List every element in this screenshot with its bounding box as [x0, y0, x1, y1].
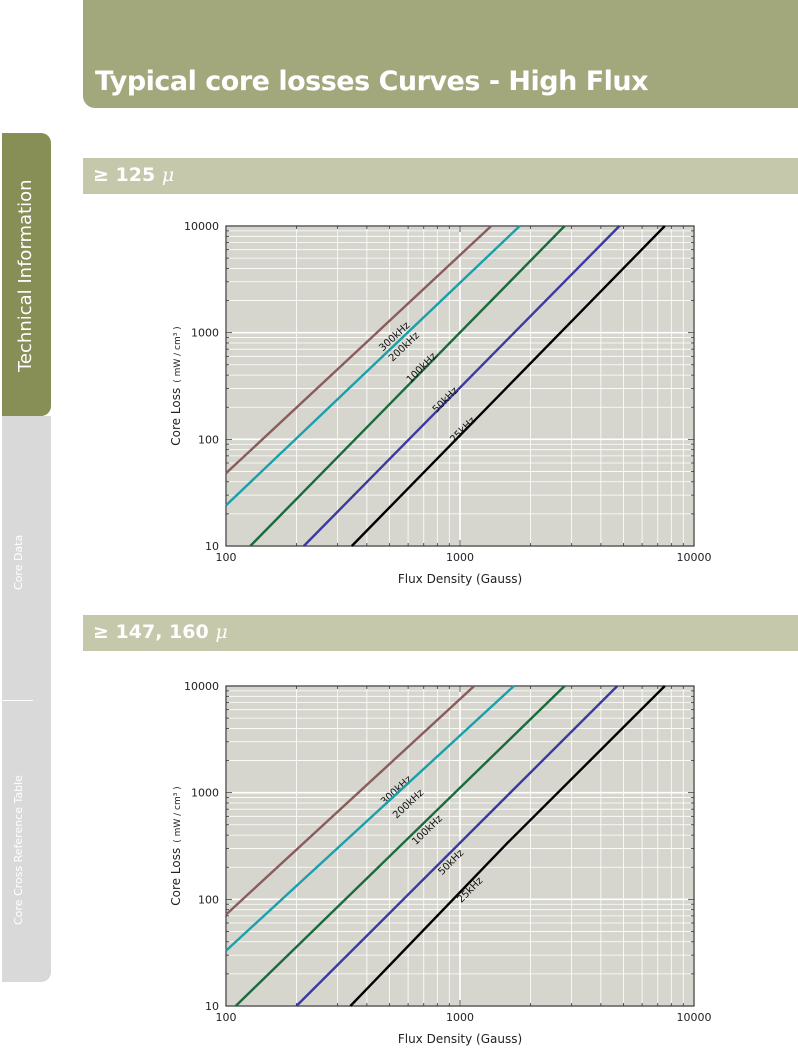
series-line-25kHz — [349, 685, 666, 1007]
page-header: Typical core losses Curves - High Flux — [83, 0, 798, 108]
sidebar-tab-core-cross-reference[interactable]: Core Cross Reference Table — [12, 775, 25, 925]
y-tick-label: 10 — [205, 1000, 219, 1013]
y-axis-label-unit: ( mW / cm³ ) — [173, 786, 183, 843]
x-tick-label: 10000 — [677, 1011, 712, 1024]
y-tick-label: 10000 — [184, 220, 219, 233]
page-title: Typical core losses Curves - High Flux — [95, 66, 649, 97]
section-value: 147, 160 — [115, 621, 209, 643]
greater-equal-icon: ≥ — [93, 621, 109, 643]
x-axis-label: Flux Density (Gauss) — [398, 1032, 522, 1046]
x-tick-label: 100 — [216, 551, 237, 564]
sidebar-tab-group — [2, 416, 51, 982]
grid — [225, 685, 695, 1007]
sidebar-tab-core-data[interactable]: Core Data — [12, 534, 25, 590]
x-tick-label: 100 — [216, 1011, 237, 1024]
section-label: ≥ 147, 160 μ — [93, 621, 228, 643]
x-axis-label: Flux Density (Gauss) — [398, 572, 522, 586]
y-axis-label-main: Core Loss — [169, 388, 183, 446]
y-tick-label: 10000 — [184, 680, 219, 693]
series-line-50kHz — [302, 225, 621, 547]
series-line-25kHz — [350, 225, 666, 547]
plot-frame — [225, 685, 695, 1007]
y-tick-label: 1000 — [191, 327, 219, 340]
series-line-200kHz — [225, 685, 515, 952]
y-tick-label: 100 — [198, 433, 219, 446]
mu-symbol: μ — [215, 621, 228, 643]
y-axis-label: Core Loss ( mW / cm³ ) — [169, 786, 183, 905]
sidebar-divider — [2, 700, 33, 701]
section-label: ≥ 125 μ — [93, 164, 174, 186]
section-value: 125 — [115, 164, 156, 186]
series-line-100kHz — [249, 225, 566, 547]
section-bar-147-160: ≥ 147, 160 μ — [83, 615, 798, 651]
y-tick-label: 100 — [198, 893, 219, 906]
y-tick-label: 1000 — [191, 787, 219, 800]
sidebar-tab-label: Technical Information — [15, 179, 36, 372]
series-line-200kHz — [225, 225, 521, 507]
y-axis-label-main: Core Loss — [169, 848, 183, 906]
y-tick-label: 10 — [205, 540, 219, 553]
x-tick-label: 1000 — [446, 1011, 474, 1024]
y-axis-label-unit: ( mW / cm³ ) — [173, 326, 183, 383]
sidebar-tab-technical-information[interactable] — [2, 133, 51, 416]
series-line-300kHz — [225, 225, 493, 475]
y-axis-label: Core Loss ( mW / cm³ ) — [169, 326, 183, 445]
series-line-300kHz — [225, 685, 476, 916]
x-tick-label: 1000 — [446, 551, 474, 564]
greater-equal-icon: ≥ — [93, 164, 109, 186]
section-bar-125: ≥ 125 μ — [83, 158, 798, 194]
mu-symbol: μ — [161, 164, 175, 186]
series-line-100kHz — [234, 685, 566, 1007]
x-tick-label: 10000 — [677, 551, 712, 564]
plot-frame — [225, 225, 695, 547]
series-line-50kHz — [295, 685, 619, 1007]
